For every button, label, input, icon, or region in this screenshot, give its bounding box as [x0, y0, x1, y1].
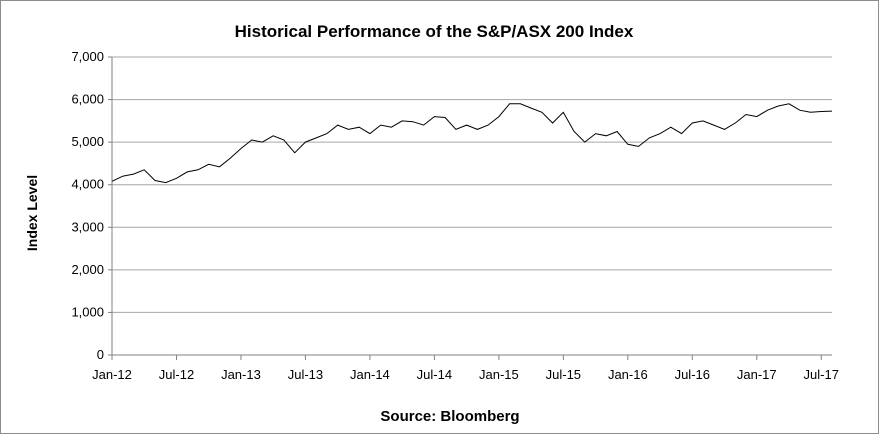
x-tick-label: Jul-12 [159, 367, 194, 382]
x-tick-label: Jul-16 [675, 367, 710, 382]
y-tick-label: 5,000 [71, 134, 104, 149]
y-axis-label: Index Level [24, 175, 40, 251]
x-tick-label: Jan-17 [737, 367, 777, 382]
y-tick-label: 6,000 [71, 92, 104, 107]
x-tick-label: Jul-15 [546, 367, 581, 382]
y-tick-label: 0 [97, 347, 104, 362]
y-tick-label: 1,000 [71, 304, 104, 319]
y-tick-label: 3,000 [71, 219, 104, 234]
x-tick-label: Jul-13 [288, 367, 323, 382]
series-line [111, 103, 833, 184]
x-tick-label: Jul-17 [804, 367, 839, 382]
x-tick-label: Jan-13 [221, 367, 261, 382]
y-tick-label: 2,000 [71, 262, 104, 277]
y-axis-ticks: 0 1,000 2,000 3,000 4,000 5,000 6,000 7,000 [71, 49, 112, 362]
y-tick-label: 7,000 [71, 49, 104, 64]
x-tick-label: Jan-16 [608, 367, 648, 382]
source-label: Source: Bloomberg [380, 408, 519, 425]
x-tick-label: Jan-15 [479, 367, 519, 382]
x-tick-label: Jan-14 [350, 367, 390, 382]
x-tick-label: Jul-14 [417, 367, 452, 382]
chart-title: Historical Performance of the S&P/ASX 20… [235, 22, 634, 41]
x-axis-ticks: Jan-12 Jul-12 Jan-13 Jul-13 Jan-14 Jul-14 Jan-… [92, 355, 839, 382]
x-tick-label: Jan-12 [92, 367, 132, 382]
gridlines [112, 56, 832, 313]
y-tick-label: 4,000 [71, 177, 104, 192]
